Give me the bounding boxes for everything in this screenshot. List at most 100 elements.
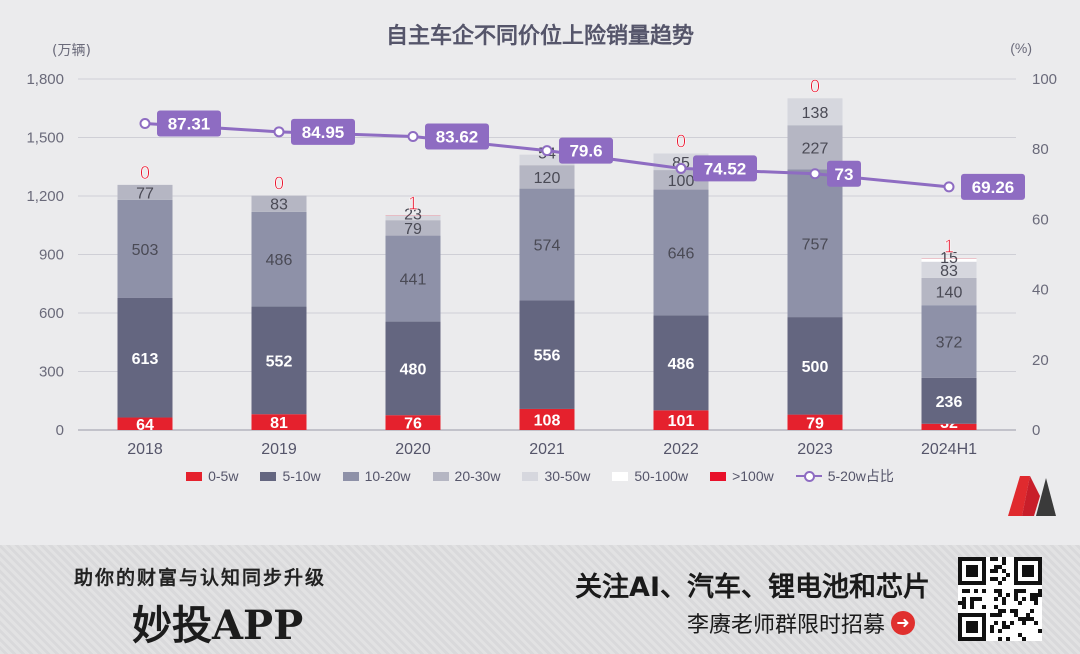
- ratio-label-box: [559, 137, 613, 164]
- bar-value-label: 0: [810, 76, 820, 96]
- bar-segment: [385, 220, 441, 236]
- bar-value-label: 23: [404, 207, 422, 224]
- bar-value-label: 613: [132, 351, 159, 368]
- bar-value-label: 1: [944, 237, 954, 257]
- legend-item: 5-10w: [260, 466, 321, 486]
- legend-label: 50-100w: [634, 468, 689, 484]
- stacked-bar-line-chart: 03006009001,2001,5001,800020406080100646…: [26, 71, 1057, 458]
- bar-segment: [117, 417, 173, 430]
- ratio-value-label: 87.31: [168, 115, 211, 134]
- y-tick-label-right: 80: [1032, 141, 1049, 158]
- bar-value-label: 503: [132, 242, 159, 259]
- legend-swatch: [342, 471, 359, 481]
- promo-recruit-link[interactable]: 李赓老师群限时招募 ➜: [687, 607, 915, 639]
- legend-swatch: [186, 471, 203, 481]
- bar-segment: [519, 165, 575, 189]
- app-name: 妙投APP: [132, 602, 304, 649]
- bar-value-label: 83: [270, 197, 288, 214]
- bar-segment: [519, 154, 575, 166]
- x-tick-label: 2023: [797, 441, 833, 458]
- bar-segment: [653, 315, 709, 411]
- bar-segment: [385, 415, 441, 430]
- bar-value-label: 64: [136, 417, 154, 434]
- bar-value-label: 79: [404, 221, 422, 238]
- chart-area: 自主车企不同价位上险销量趋势 (万辆) (%) 0 300 600 900 1,200 1…: [0, 24, 1080, 516]
- bar-segment: [251, 306, 307, 415]
- bar-value-label: 372: [936, 334, 963, 351]
- bar-value-label: 108: [534, 412, 561, 429]
- bar-value-label: 0: [274, 174, 284, 194]
- x-tick-label: 2019: [261, 441, 297, 458]
- bar-value-label: 138: [802, 105, 829, 122]
- ratio-value-label: 69.26: [972, 178, 1015, 197]
- chart-legend: 0-5w 5-10w 10-20w 20-30w 30-50w 50-100w >100w 5…: [0, 466, 1080, 486]
- bar-segment: [921, 423, 977, 430]
- bar-value-label: 227: [802, 140, 829, 157]
- legend-item: 30-50w: [522, 466, 590, 486]
- bar-segment: [787, 98, 843, 126]
- legend-label: 5-10w: [282, 468, 321, 484]
- slogan-text: 助你的财富与认知同步升级: [74, 567, 327, 589]
- legend-item: 0-5w: [186, 466, 238, 486]
- bar-value-label: 556: [534, 348, 561, 365]
- bar-value-label: 552: [266, 353, 293, 370]
- bar-segment: [251, 414, 307, 430]
- legend-swatch: [260, 471, 277, 481]
- y-tick-label-left: 1,500: [26, 130, 64, 147]
- bar-segment: [519, 300, 575, 409]
- ratio-label-box: [827, 160, 861, 187]
- bar-value-label: 236: [936, 394, 963, 411]
- legend-item: >100w: [710, 466, 774, 486]
- promo-headline: 关注AI、汽车、锂电池和芯片: [575, 572, 930, 603]
- legend-item: 20-30w: [432, 466, 500, 486]
- legend-label: 5-20w占比: [827, 468, 894, 484]
- bar-value-label: 480: [400, 361, 427, 378]
- bar-segment: [251, 195, 307, 212]
- arrow-right-icon[interactable]: ➜: [891, 611, 915, 635]
- legend-item: 10-20w: [342, 466, 411, 486]
- ratio-value-label: 79.6: [569, 142, 602, 161]
- bar-segment: [251, 211, 307, 307]
- x-tick-label: 2024H1: [921, 441, 977, 458]
- bar-value-label: 77: [136, 185, 154, 202]
- y-tick-label-left: 1,800: [26, 71, 64, 88]
- bar-value-label: 486: [266, 252, 293, 269]
- qr-code[interactable]: [958, 557, 1042, 641]
- ratio-value-label: 84.95: [302, 123, 345, 142]
- bar-segment: [385, 321, 441, 416]
- y-tick-label-right: 20: [1032, 352, 1049, 369]
- bar-segment: [385, 215, 441, 221]
- legend-swatch: [522, 471, 539, 481]
- bar-value-label: 120: [534, 170, 561, 187]
- y-tick-label-right: 100: [1032, 71, 1057, 88]
- y-tick-label-left: 1,200: [26, 188, 64, 205]
- ratio-point: [273, 126, 285, 138]
- y-tick-label-left: 0: [56, 422, 64, 439]
- bar-value-label: 76: [404, 416, 422, 433]
- bar-segment: [787, 169, 843, 318]
- bar-value-label: 79: [806, 415, 824, 432]
- bar-value-label: 0: [676, 131, 686, 151]
- bar-segment: [117, 297, 173, 418]
- legend-swatch: [612, 471, 629, 481]
- x-tick-label: 2018: [127, 441, 163, 458]
- bar-segment: [921, 377, 977, 424]
- promo-banner: 助你的财富与认知同步升级 妙投APP 关注AI、汽车、锂电池和芯片 李赓老师群限…: [0, 545, 1080, 654]
- y-tick-label-right: 40: [1032, 282, 1049, 299]
- x-tick-label: 2021: [529, 441, 565, 458]
- legend-item: 5-20w占比: [795, 466, 894, 486]
- x-tick-label: 2022: [663, 441, 699, 458]
- ratio-point: [139, 118, 151, 130]
- bar-value-label: 101: [668, 413, 695, 430]
- bar-value-label: 757: [802, 236, 829, 253]
- promo-recruit-text: 李赓老师群限时招募: [686, 613, 885, 638]
- bar-value-label: 486: [668, 356, 695, 373]
- chart-title: 自主车企不同价位上险销量趋势: [385, 24, 694, 49]
- y-axis-left-unit: (万辆): [52, 43, 91, 59]
- bar-segment: [653, 189, 709, 316]
- bar-segment: [921, 277, 977, 306]
- legend-label: >100w: [732, 468, 774, 484]
- bar-segment: [921, 261, 977, 278]
- legend-swatch: [432, 471, 449, 481]
- bar-value-label: 646: [668, 246, 695, 263]
